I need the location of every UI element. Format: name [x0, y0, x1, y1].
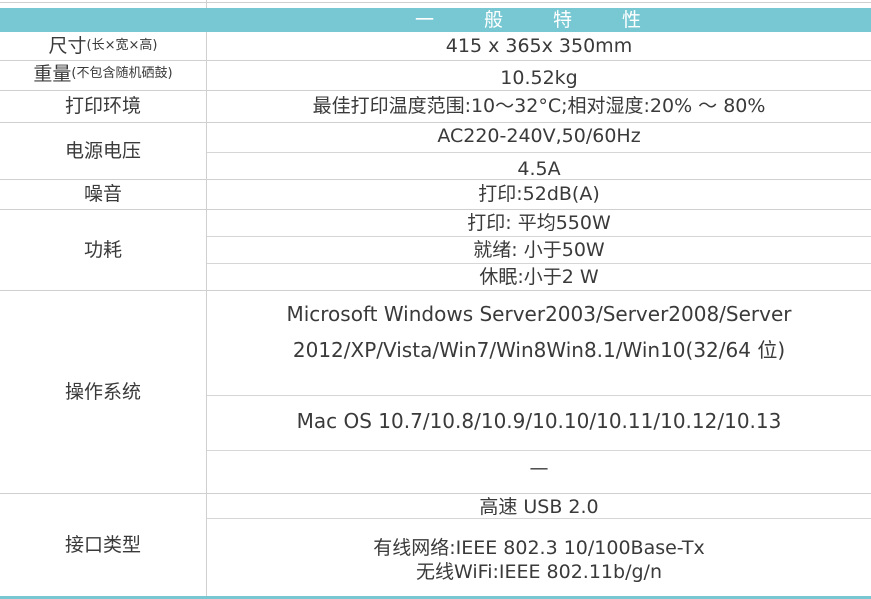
divider: [207, 263, 871, 264]
value-power-ready: 就绪: 小于50W: [473, 238, 605, 261]
value-size: 415 x 365x 350mm: [445, 35, 633, 57]
value-environment: 最佳打印温度范围:10～32°C;相对湿度:20% ～ 80%: [312, 95, 766, 117]
section-header: 一 般 特 性: [0, 8, 871, 32]
value-current: 4.5A: [517, 158, 561, 180]
label-note: (不包含随机硒鼓): [71, 66, 173, 81]
label-text: 重量: [33, 63, 72, 85]
value-os-other: —: [529, 457, 549, 479]
value-wifi: 无线WiFi:IEEE 802.11b/g/n: [416, 561, 662, 583]
value-os-windows-1: Microsoft Windows Server2003/Server2008/…: [286, 302, 792, 326]
divider: [0, 60, 871, 61]
value-weight: 10.52kg: [500, 67, 578, 89]
divider: [0, 209, 871, 210]
divider: [207, 518, 871, 519]
divider: [0, 2, 871, 3]
divider: [207, 236, 871, 237]
label-weight: 重量 (不包含随机硒鼓): [0, 60, 206, 88]
label-power-voltage: 电源电压: [64, 139, 141, 162]
column-divider: [206, 32, 207, 596]
divider: [0, 493, 871, 494]
bottom-border: [0, 596, 871, 599]
value-power-print: 打印: 平均550W: [467, 211, 611, 234]
divider: [207, 152, 871, 153]
divider: [0, 90, 871, 91]
divider: [0, 290, 871, 291]
label-noise: 噪音: [83, 183, 122, 205]
label-os: 操作系统: [64, 380, 141, 403]
divider: [207, 395, 871, 396]
value-usb: 高速 USB 2.0: [479, 496, 599, 518]
label-interface: 接口类型: [64, 533, 141, 556]
value-os-windows-2: 2012/XP/Vista/Win7/Win8Win8.1/Win10(32/6…: [292, 338, 786, 362]
label-power-consumption: 功耗: [83, 238, 122, 261]
section-title: 一 般 特 性: [414, 9, 664, 31]
divider: [207, 450, 871, 451]
label-size: 尺寸 (长×宽×高): [0, 32, 206, 60]
value-noise: 打印:52dB(A): [478, 183, 600, 205]
value-wired: 有线网络:IEEE 802.3 10/100Base-Tx: [373, 537, 705, 559]
label-note: (长×宽×高): [86, 38, 158, 53]
value-voltage: AC220-240V,50/60Hz: [437, 125, 641, 147]
value-os-mac: Mac OS 10.7/10.8/10.9/10.10/10.11/10.12/…: [296, 409, 782, 433]
value-power-sleep: 休眠:小于2 W: [479, 265, 599, 288]
divider: [206, 0, 207, 8]
divider: [0, 179, 871, 180]
divider: [0, 122, 871, 123]
label-environment: 打印环境: [64, 95, 141, 117]
label-text: 尺寸: [48, 35, 87, 57]
